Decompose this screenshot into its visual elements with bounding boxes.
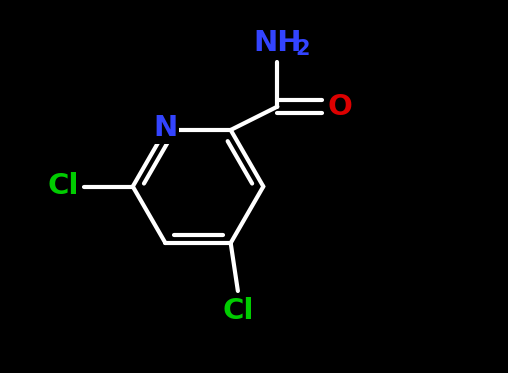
Text: 2: 2 — [295, 39, 310, 59]
Text: Cl: Cl — [222, 297, 253, 325]
Text: O: O — [328, 93, 353, 120]
Text: Cl: Cl — [47, 172, 79, 201]
Text: N: N — [153, 114, 177, 142]
Text: NH: NH — [253, 29, 302, 57]
